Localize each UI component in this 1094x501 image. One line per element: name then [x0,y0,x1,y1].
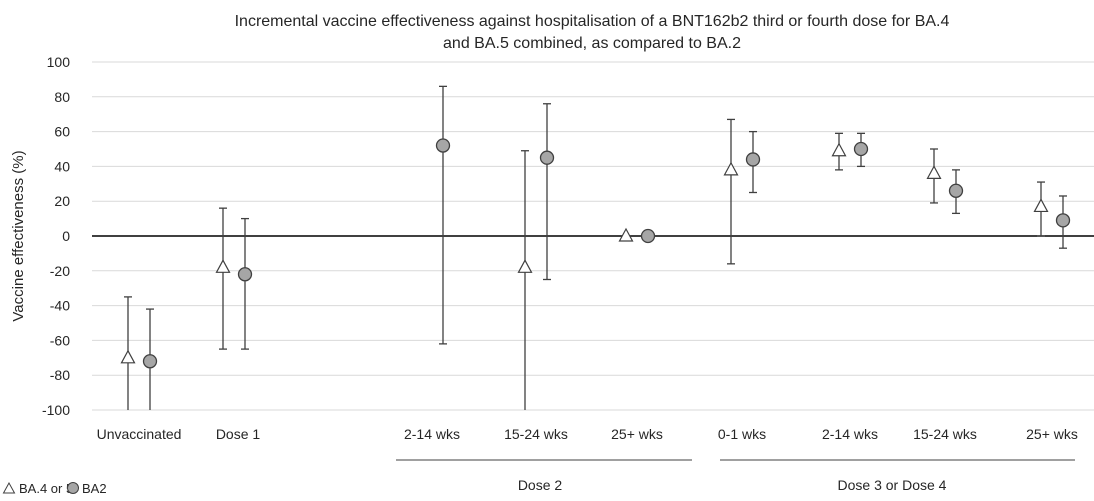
data-point-ba2 [640,228,656,244]
data-point-ba45 [926,165,942,179]
data-point-ba2 [237,267,253,282]
y-tick-label: 20 [54,193,70,209]
y-tick-label: 80 [54,89,70,105]
data-point-ba2 [745,152,761,167]
y-tick-label: -60 [50,332,70,348]
x-category-label: 2-14 wks [822,426,878,442]
data-point-ba2 [1055,213,1071,228]
data-point-ba45 [618,227,634,242]
data-point-ba45 [1033,198,1049,213]
error-bar-layer [124,85,1067,410]
chart-title-line2: and BA.5 combined, as compared to BA.2 [443,35,741,52]
legend-marker-ba2 [67,482,79,494]
group-label: Dose 2 [518,477,563,493]
label-layer: 100 80 60 40 20 0 -20 -40 -60 -80 -100 Unvaccinated… [2,54,1078,496]
data-point-ba45 [120,349,136,364]
legend-label-ba45: BA.4 or 5 [19,481,73,496]
x-category-label: Dose 1 [216,426,261,442]
x-category-label: 15-24 wks [504,426,568,442]
y-tick-label: -80 [50,367,70,383]
x-category-label: 25+ wks [611,426,663,442]
data-point-ba2 [539,150,555,165]
data-point-ba2 [853,141,869,157]
data-point-ba45 [215,259,231,273]
y-tick-label: 0 [62,228,70,244]
x-category-label: 2-14 wks [404,426,460,442]
data-point-ba45 [517,259,533,273]
x-category-label: 25+ wks [1026,426,1078,442]
group-label: Dose 3 or Dose 4 [838,477,947,493]
y-tick-label: 100 [47,54,71,70]
y-tick-label: 40 [54,158,70,174]
data-point-ba2 [142,354,158,369]
x-category-label: 15-24 wks [913,426,977,442]
y-tick-label: 60 [54,124,70,140]
grid-layer [92,61,1094,411]
y-tick-label: -40 [50,298,70,314]
data-point-ba45 [831,142,847,157]
y-tick-label: -100 [42,402,70,418]
x-category-label: Unvaccinated [97,426,182,442]
data-point-ba2 [435,138,451,153]
chart-title-line1: Incremental vaccine effectiveness agains… [235,13,950,30]
data-point-ba2 [948,183,964,198]
y-axis-label: Vaccine effectiveness (%) [10,150,27,321]
y-tick-label: -20 [50,263,70,279]
legend-marker-ba45 [2,481,16,494]
marker-layer [120,138,1071,369]
legend-label-ba2: BA2 [82,481,107,496]
data-point-ba45 [723,161,739,176]
x-category-label: 0-1 wks [718,426,766,442]
